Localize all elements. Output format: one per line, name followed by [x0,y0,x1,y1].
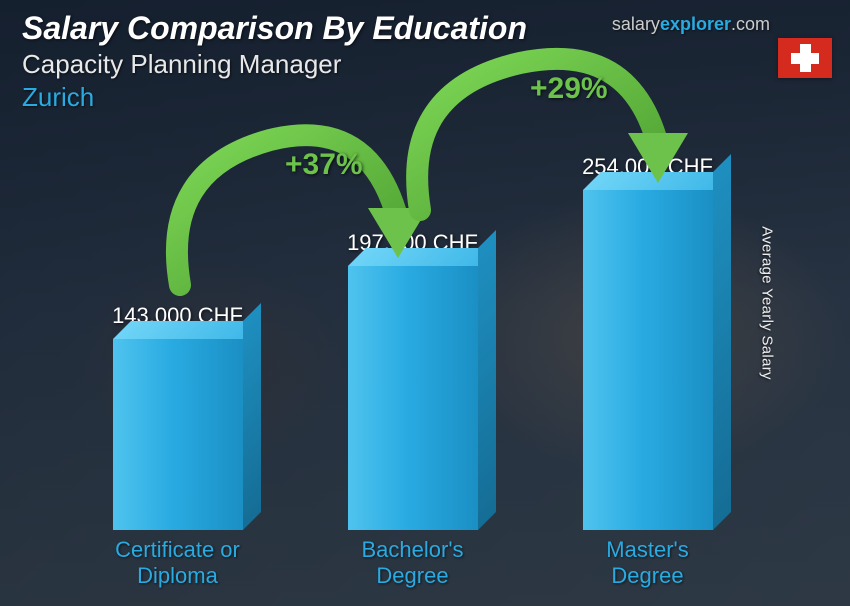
flag-cross-horizontal [791,53,819,64]
increase-pct-2: +29% [530,72,608,106]
header: Salary Comparison By Education Capacity … [22,10,527,113]
bar-label-0-line1: Certificate or [115,537,240,562]
site-branding: salaryexplorer.com [612,14,770,35]
brand-prefix: salary [612,14,660,34]
labels-row: Certificate or Diploma Bachelor's Degree… [60,537,765,588]
brand-suffix: .com [731,14,770,34]
job-title: Capacity Planning Manager [22,49,527,80]
y-axis-label: Average Yearly Salary [759,226,776,380]
bar-label-2-line2: Degree [611,563,683,588]
brand-accent: explorer [660,14,731,34]
page-title: Salary Comparison By Education [22,10,527,47]
bar-label-0-line2: Diploma [137,563,218,588]
bar-label-2-line1: Master's [606,537,688,562]
bar-0 [113,339,243,530]
location-label: Zurich [22,82,527,113]
bar-group-0: 143,000 CHF [88,303,268,530]
bar-2 [583,190,713,530]
flag-icon [778,38,832,78]
bar-label-0: Certificate or Diploma [88,537,268,588]
bar-label-1-line1: Bachelor's [361,537,463,562]
bar-label-2: Master's Degree [558,537,738,588]
increase-pct-1: +37% [285,148,363,182]
bar-label-1: Bachelor's Degree [323,537,503,588]
increase-arrow-1 [150,110,430,310]
bar-label-1-line2: Degree [376,563,448,588]
chart-area: +37% +29% 143,000 CHF 197,000 CHF 254,00… [20,130,805,588]
